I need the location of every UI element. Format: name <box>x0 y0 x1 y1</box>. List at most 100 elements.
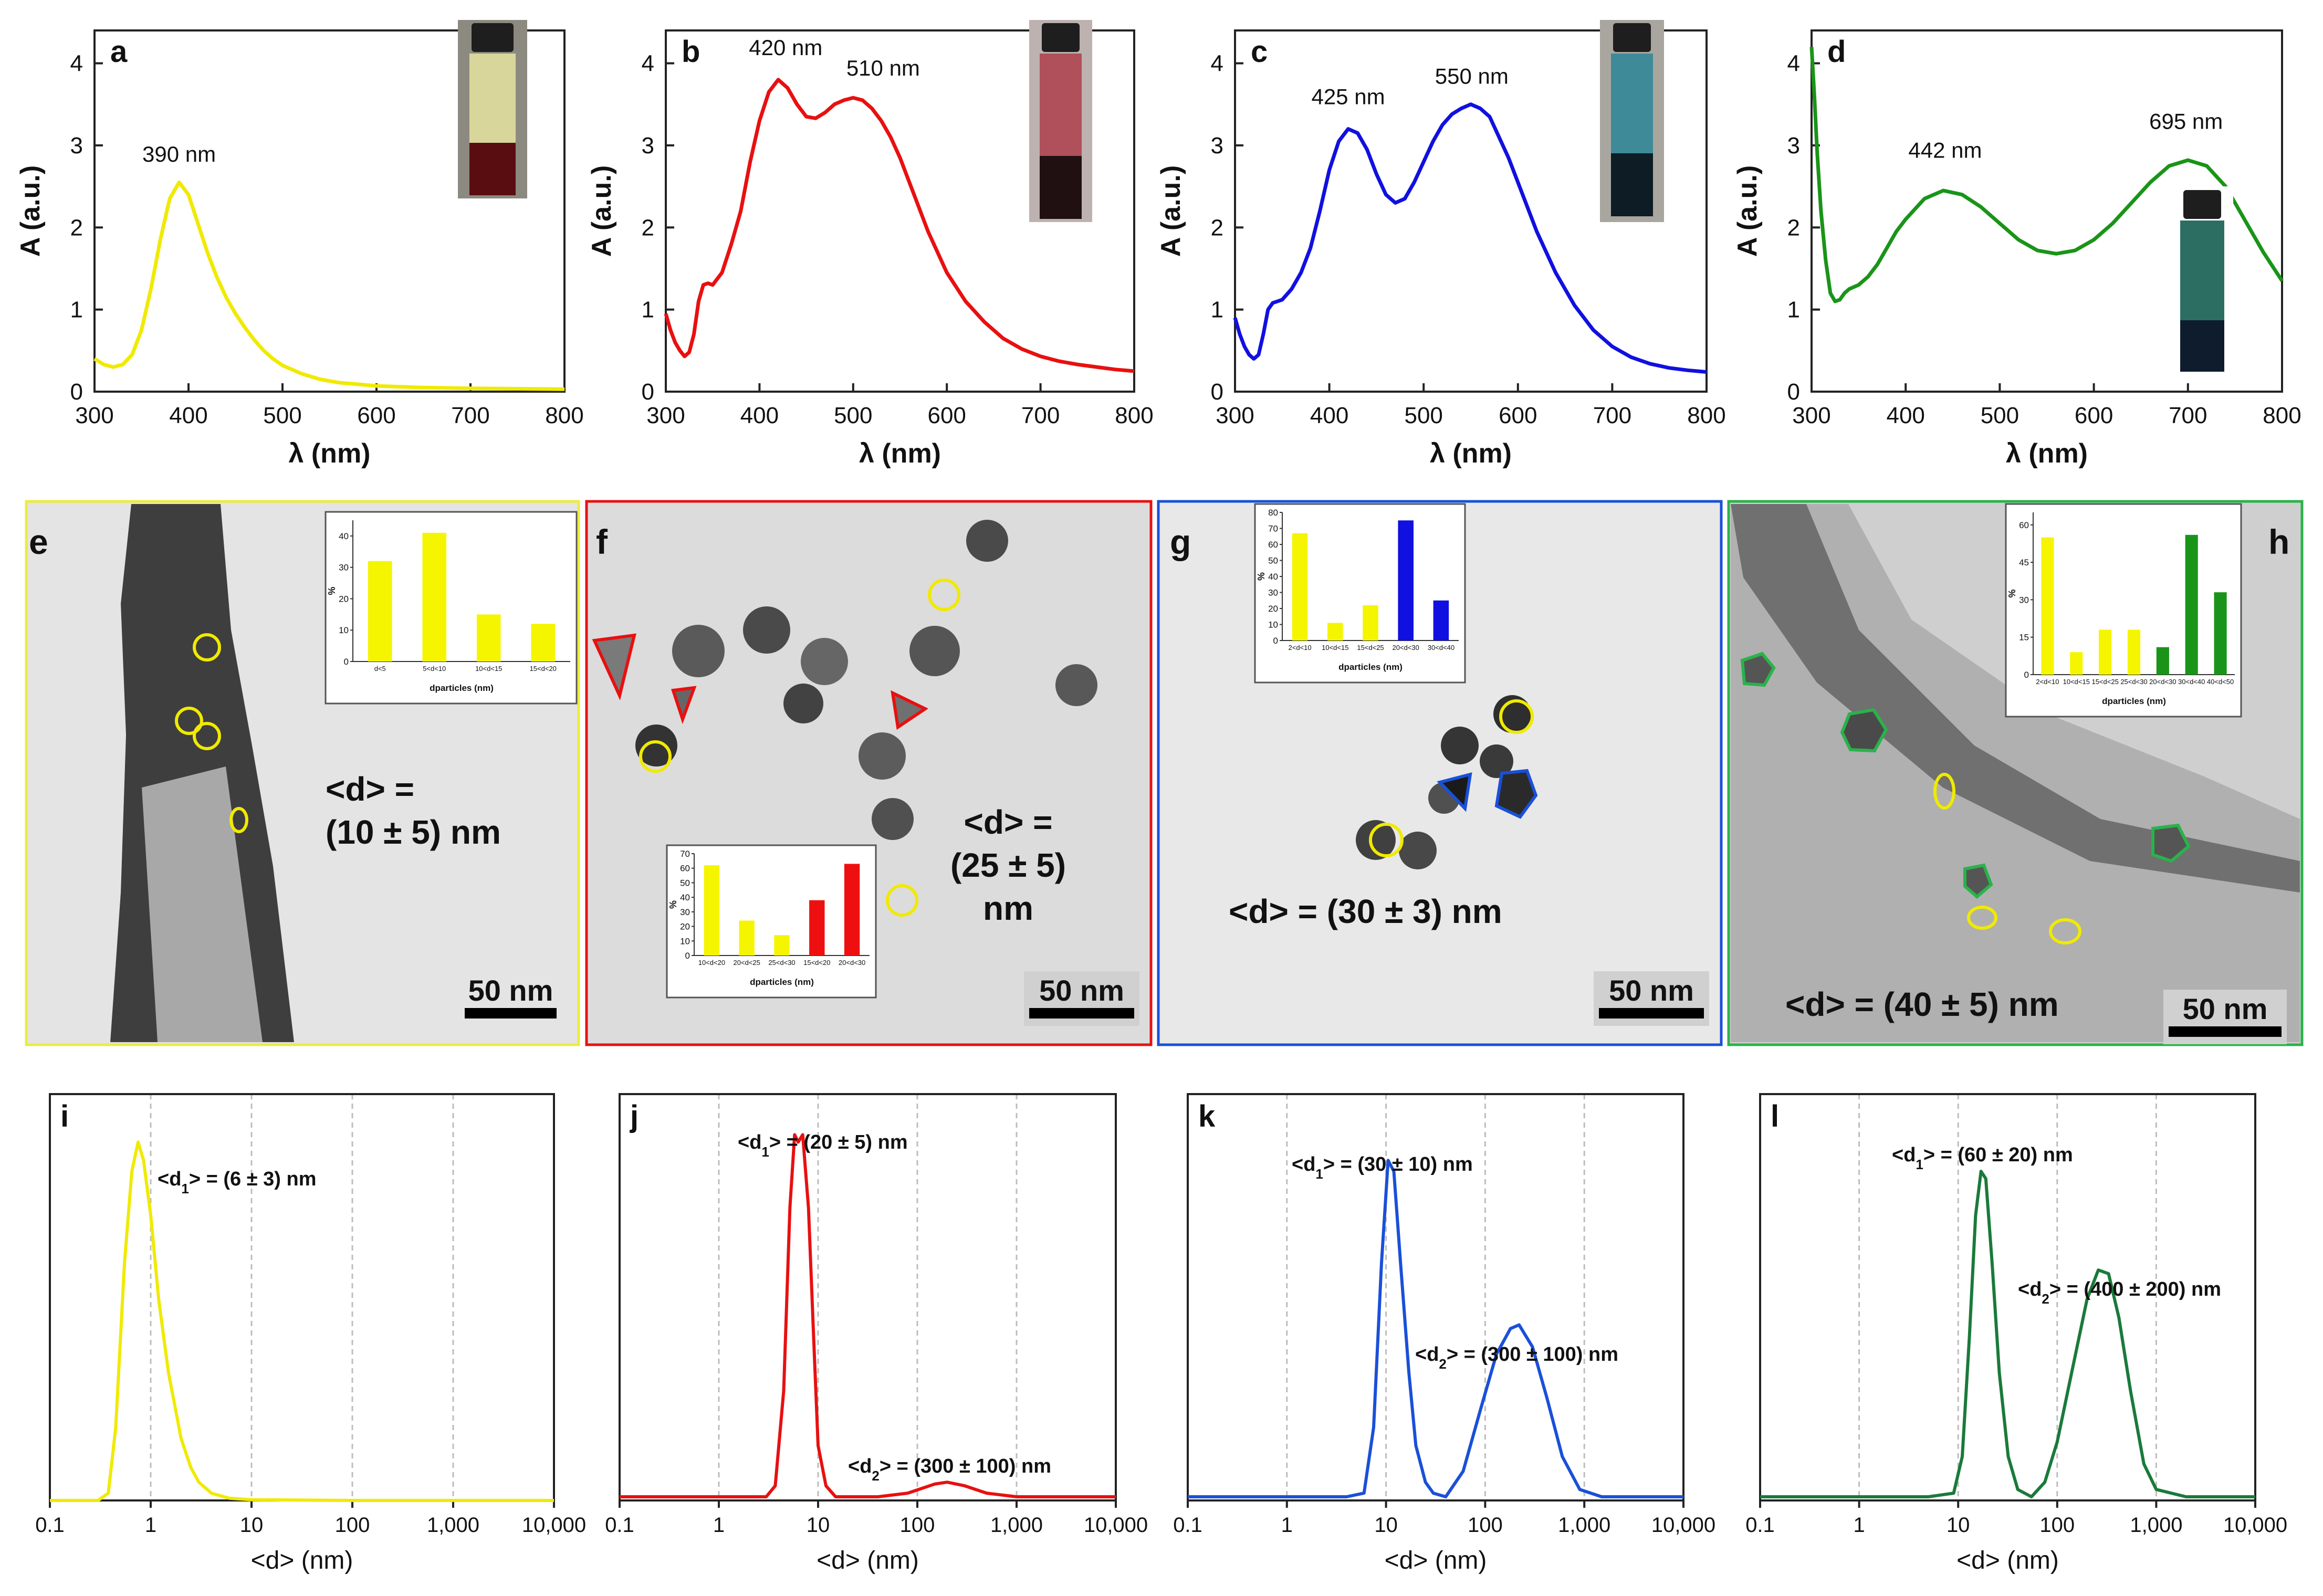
bar <box>422 532 447 662</box>
annotation-part: <d <box>738 1131 761 1153</box>
y-tick-label: 2 <box>1211 215 1223 240</box>
annotation-subscript: 2 <box>1439 1356 1446 1372</box>
hist-category-label: d<5 <box>374 665 386 673</box>
scale-bar-label: 50 nm <box>468 974 553 1007</box>
y-axis-label: A (a.u.) <box>15 165 46 257</box>
bar <box>1363 605 1378 640</box>
histogram-inset <box>666 844 877 999</box>
x-tick-label: 10,000 <box>1084 1514 1148 1537</box>
panel-label: l <box>1771 1099 1779 1133</box>
x-tick-label: 800 <box>545 403 583 428</box>
histogram-f: 0 10 20 30 40 50 60 70% 10<d<20 20<d<25 25<d<30 15<… <box>596 522 1139 1026</box>
hist-y-tick-label: 30 <box>2019 595 2029 605</box>
hist-y-label: % <box>668 900 678 909</box>
size-annotation: nm <box>983 889 1033 927</box>
distribution-annotation: <d2> = (300 ± 100) nm <box>1415 1343 1618 1372</box>
annotation-subscript: 1 <box>1916 1157 1923 1172</box>
plot-frame <box>93 29 566 393</box>
x-axis-label: <d> (nm) <box>1385 1547 1487 1574</box>
scale-bar <box>1599 1008 1704 1018</box>
peak-annotation: 390 nm <box>142 142 216 166</box>
annotation-subscript: 1 <box>181 1181 189 1196</box>
annotation-part: <d <box>158 1168 181 1190</box>
x-tick-label: 400 <box>740 403 779 428</box>
peak-annotation: 695 nm <box>2149 109 2223 134</box>
panel-l: 0.1 1 10 100 1,000 10,000<d> (nm)l<d1> = (60 … <box>1745 1093 2287 1574</box>
hist-y-tick-label: 20 <box>339 594 349 604</box>
panel-label: e <box>29 522 48 561</box>
x-tick-label: 100 <box>2039 1514 2075 1537</box>
histogram-inset <box>1254 503 1466 684</box>
scale-bar-label: 50 nm <box>2183 992 2268 1025</box>
x-axis-label: λ (nm) <box>859 438 941 469</box>
hist-category-label: 2<d<10 <box>2036 678 2059 686</box>
y-tick-label: 4 <box>642 51 654 77</box>
annotation-part: <d <box>1892 1144 1916 1166</box>
peak-annotation: 550 nm <box>1435 64 1509 89</box>
bar <box>2127 629 2141 675</box>
bar <box>2214 592 2227 675</box>
hist-category-label: 30<d<40 <box>1428 644 1455 652</box>
panel-label: h <box>2268 522 2289 561</box>
y-tick-label: 1 <box>642 297 654 323</box>
distribution-annotation: <d2> = (400 ± 200) nm <box>2018 1278 2221 1307</box>
x-tick-label: 1 <box>1281 1514 1293 1537</box>
panel-d: 300 400 500 600 700 800 0 1 2 3 4 λ (nm) A (a.u.) d 44… <box>1732 29 2301 469</box>
plot-frame <box>1234 29 1708 393</box>
series-line <box>1809 47 2284 303</box>
x-tick-label: 700 <box>2169 403 2207 428</box>
x-tick-label: 800 <box>1115 403 1153 428</box>
size-annotation: <d> = <box>964 803 1053 841</box>
y-tick-label: 4 <box>1787 51 1800 77</box>
hist-y-tick-label: 20 <box>1268 604 1278 614</box>
hist-category-label: 15<d<20 <box>803 959 830 967</box>
plot-frame <box>665 29 1135 393</box>
series-line <box>664 78 1135 373</box>
bar <box>531 624 556 662</box>
y-axis-label: A (a.u.) <box>1156 165 1186 257</box>
peak-annotation: 425 nm <box>1311 85 1385 109</box>
plot-frame <box>1187 1093 1684 1502</box>
hist-category-label: 15<d<25 <box>2091 678 2118 686</box>
tem-panel-f <box>585 500 1153 1046</box>
series-line <box>50 1140 554 1502</box>
scale-bar <box>2169 1026 2282 1037</box>
hist-x-label: dparticles (nm) <box>430 683 494 693</box>
panel-label: j <box>630 1099 639 1133</box>
annotation-part: > = (20 ± 5) nm <box>769 1131 908 1153</box>
x-tick-label: 500 <box>834 403 872 428</box>
bar <box>2041 537 2054 675</box>
y-tick-label: 3 <box>70 133 83 159</box>
panel-label: b <box>682 35 700 69</box>
y-tick-label: 3 <box>642 133 654 159</box>
annotation-part: <d <box>1292 1153 1315 1175</box>
distribution-annotation: <d1> = (30 ± 10) nm <box>1292 1153 1473 1182</box>
hist-y-tick-label: 70 <box>1268 524 1278 534</box>
hist-y-tick-label: 0 <box>685 951 690 961</box>
hist-x-label: dparticles (nm) <box>2102 696 2166 706</box>
bar <box>2099 629 2112 675</box>
peak-annotation: 510 nm <box>846 56 920 80</box>
annotation-part: > = (400 ± 200) nm <box>2049 1278 2221 1300</box>
x-tick-label: 300 <box>1792 403 1830 428</box>
hist-y-tick-label: 50 <box>1268 556 1278 566</box>
hist-y-tick-label: 30 <box>1268 588 1278 598</box>
hist-category-label: 5<d<10 <box>423 665 446 673</box>
y-axis-label: A (a.u.) <box>587 165 617 257</box>
x-tick-label: 700 <box>1021 403 1060 428</box>
hist-category-label: 15<d<25 <box>1357 644 1384 652</box>
y-axis-label: A (a.u.) <box>1732 165 1763 257</box>
x-tick-label: 1,000 <box>2130 1514 2182 1537</box>
hist-y-tick-label: 0 <box>2024 670 2029 680</box>
plot-frame <box>49 1093 555 1502</box>
panel-label: f <box>596 522 608 561</box>
bar <box>2156 647 2169 675</box>
hist-category-label: 20<d<30 <box>839 959 865 967</box>
x-tick-label: 0.1 <box>1173 1514 1202 1537</box>
scale-bar-label: 50 nm <box>1039 974 1124 1007</box>
hist-y-tick-label: 30 <box>339 563 349 573</box>
x-tick-label: 1 <box>145 1514 156 1537</box>
x-tick-label: 400 <box>1310 403 1348 428</box>
